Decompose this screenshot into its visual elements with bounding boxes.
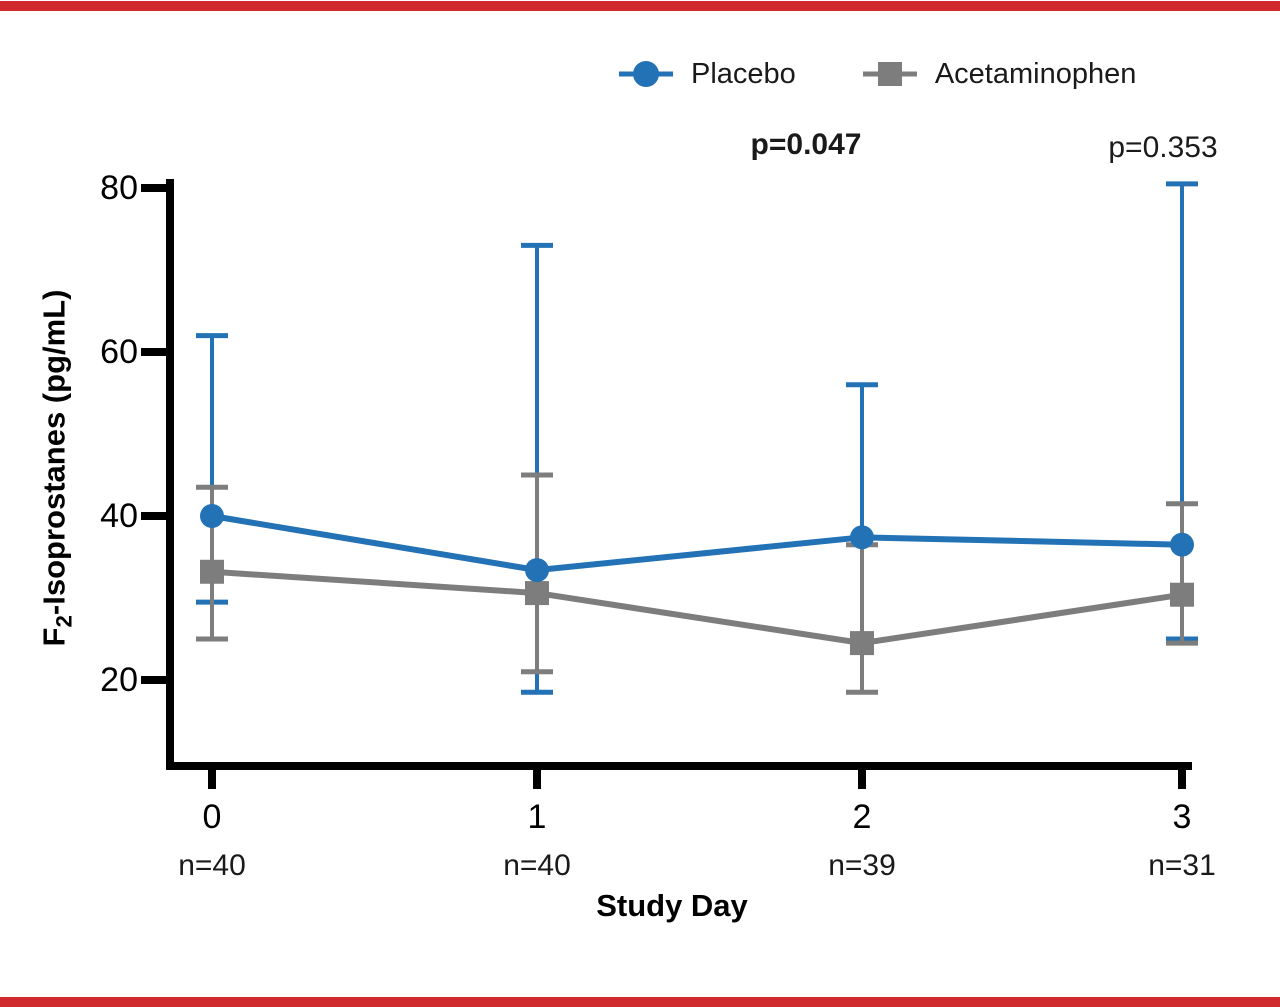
acetaminophen-line-square-icon [862,62,917,86]
y-tick-label: 80 [100,169,138,207]
x-axis-title: Study Day [596,888,748,923]
y-tick-label: 60 [100,333,138,371]
acetaminophen-data-point-marker [850,631,874,656]
y-axis-title-prefix: F [36,627,72,647]
bottom-red-border [0,997,1280,1007]
acetaminophen-data-point-marker [1170,582,1194,607]
placebo-data-point-marker [850,525,874,550]
acetaminophen-data-point-marker [525,581,549,606]
y-tick-label: 40 [100,497,138,535]
x-tick-label: 2 [852,798,872,836]
acetaminophen-series-line [211,568,1183,647]
acetaminophen-data-point-marker [200,559,224,584]
placebo-data-point-marker [1170,532,1194,557]
n-label: n=40 [178,849,246,882]
p-value-day2: p=0.047 [750,128,862,161]
x-tick-label: 3 [1172,798,1192,836]
legend-label-placebo: Placebo [691,58,796,90]
top-red-border [0,1,1280,11]
x-tick-label: 0 [202,798,222,836]
legend-item-placebo: Placebo [618,57,796,91]
legend-label-acetaminophen: Acetaminophen [934,58,1137,90]
p-value-day3: p=0.353 [1108,131,1218,164]
placebo-data-point-marker [525,558,549,583]
n-label: n=40 [503,849,571,882]
chart-legend: Placebo Acetaminophen [618,57,1136,91]
placebo-line-circle-icon [619,61,673,87]
placebo-data-point-marker [200,504,224,528]
placebo-series-line [211,513,1183,574]
y-tick-label: 20 [100,661,138,699]
legend-item-acetaminophen: Acetaminophen [862,57,1137,91]
n-label: n=39 [828,849,896,882]
y-axis-title-subscript: 2 [51,615,77,628]
n-label: n=31 [1148,849,1216,882]
x-tick-label: 1 [527,798,547,836]
